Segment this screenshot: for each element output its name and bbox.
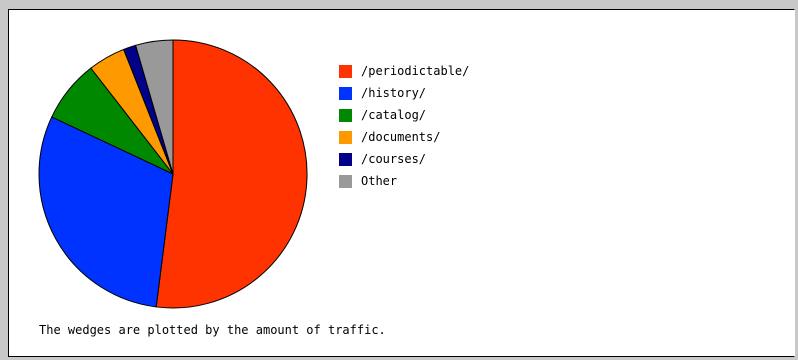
legend-label: Other [361,174,398,188]
chart-panel: /periodictable/ /history/ /catalog/ /docume… [8,9,795,357]
legend-label: /courses/ [361,152,427,166]
pie-slice-periodictable [155,39,308,309]
legend-item: /periodictable/ [339,60,469,82]
legend-swatch [339,108,352,122]
legend-swatch [339,64,352,78]
legend-label: /catalog/ [361,108,427,122]
chart-legend: /periodictable/ /history/ /catalog/ /docume… [339,60,469,192]
legend-swatch [339,152,352,166]
legend-label: /periodictable/ [361,64,470,78]
legend-swatch [339,130,352,144]
legend-swatch [339,174,352,188]
legend-label: /history/ [361,86,427,100]
legend-item: Other [339,170,469,192]
chart-caption: The wedges are plotted by the amount of … [39,323,386,337]
legend-item: /courses/ [339,148,469,170]
legend-item: /history/ [339,82,469,104]
legend-swatch [339,86,352,100]
pie-chart [38,39,308,309]
legend-item: /documents/ [339,126,469,148]
pie-slice-other [135,39,174,175]
legend-label: /documents/ [361,130,441,144]
pie-slice-history [38,116,174,308]
legend-item: /catalog/ [339,104,469,126]
